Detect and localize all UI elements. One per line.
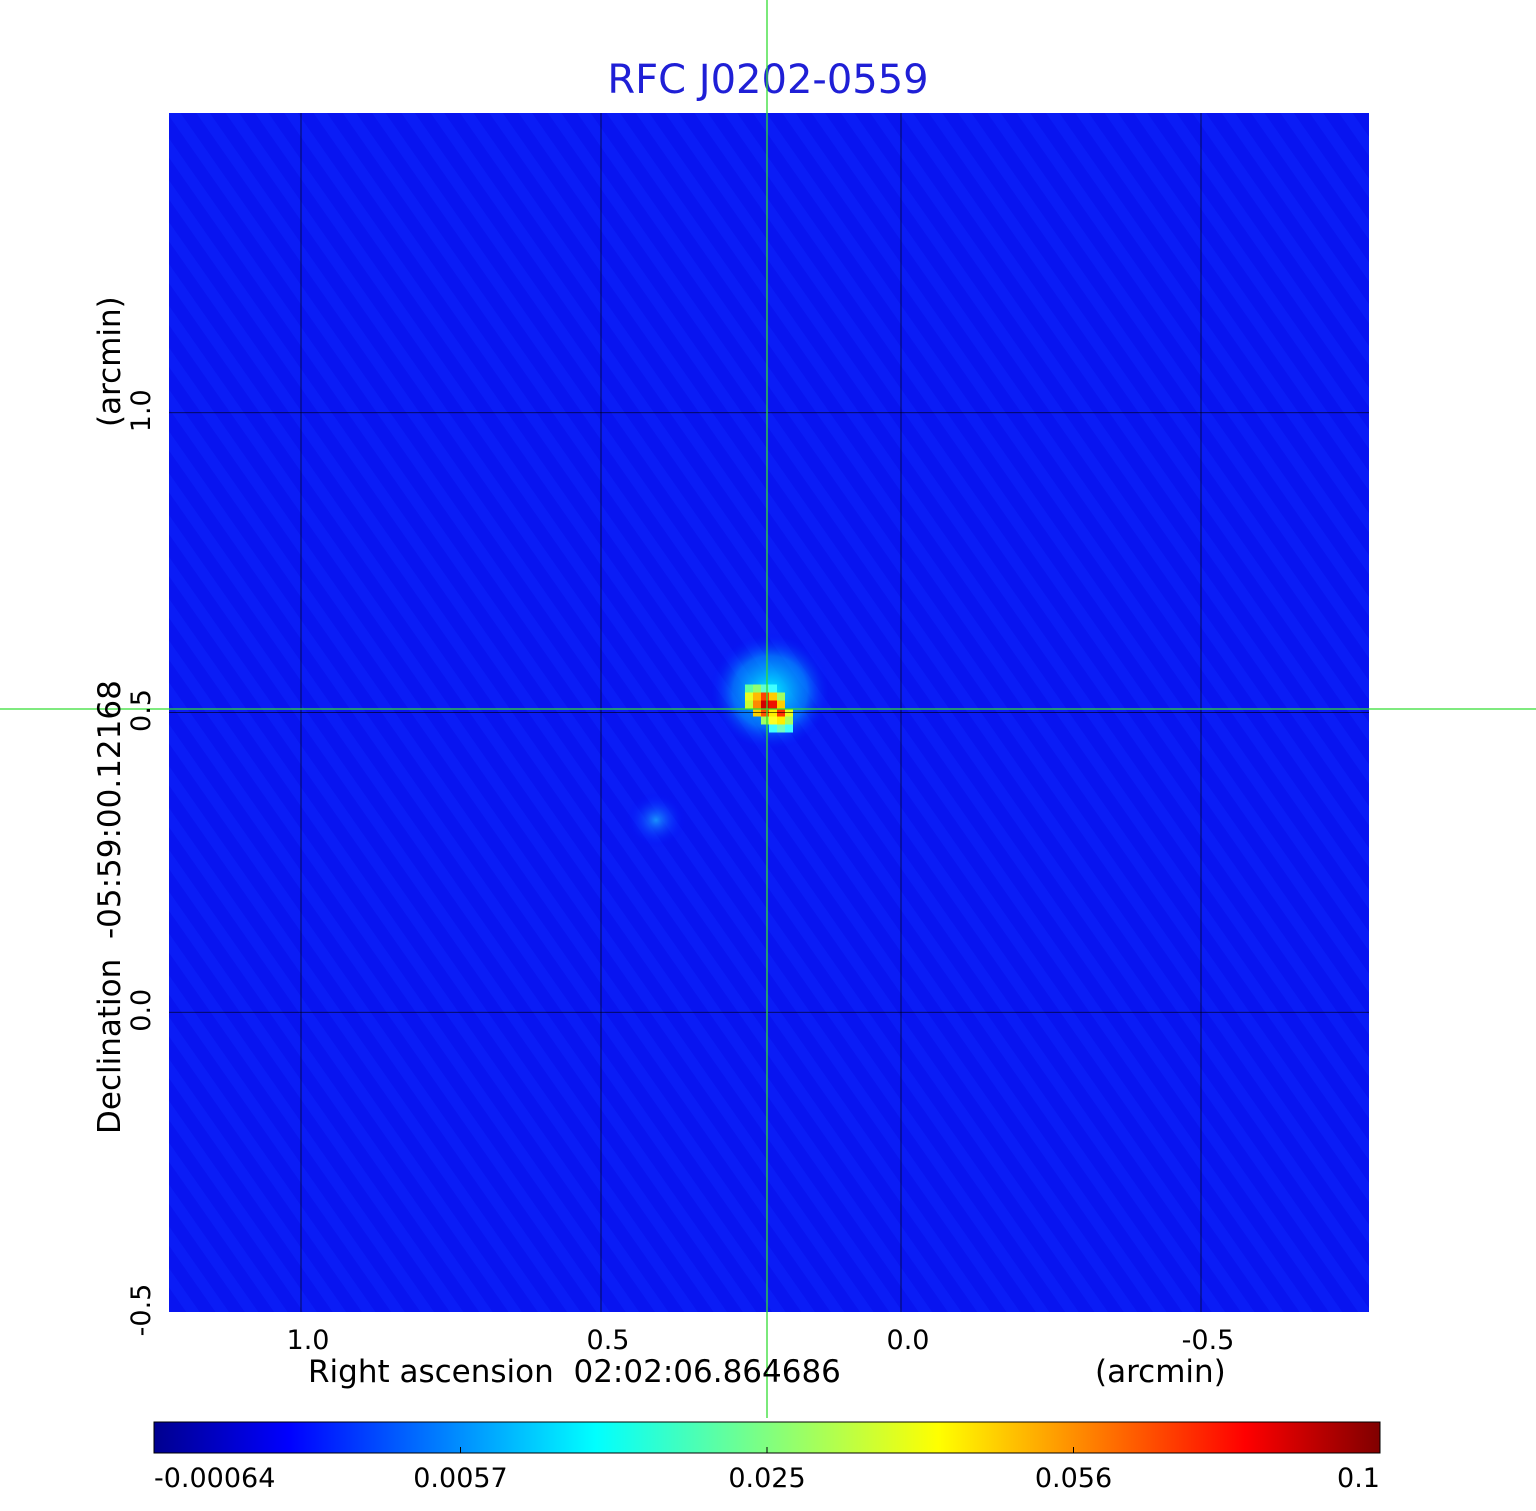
x-tick-label-3: -0.5 [1182,1325,1235,1356]
source-pixel-19 [761,716,769,725]
source-pixel-3 [769,684,777,693]
chart-title: RFC J0202-0559 [607,57,928,103]
y-tick-label-3: -0.5 [126,1284,157,1337]
x-tick-label-1: 0.5 [587,1325,630,1356]
colorbar-tick-label-4: 0.1 [1337,1463,1380,1494]
source-pixel-23 [769,724,777,733]
x-tick-label-0: 1.0 [287,1325,330,1356]
source-pixel-2 [761,684,769,693]
x-axis-unit: (arcmin) [1095,1354,1226,1390]
source-pixel-25 [785,724,793,733]
source-pixel-12 [769,700,777,709]
colorbar-tick-label-3: 0.056 [1035,1463,1112,1494]
y-tick-label-2: 0.0 [126,989,157,1032]
source-pixel-8 [777,692,785,701]
y-tick-label-0: 1.0 [126,389,157,432]
source-pixel-20 [769,716,777,725]
weak-source [626,792,686,848]
source-pixel-21 [777,716,785,725]
x-tick-labels: 1.0 0.5 0.0 -0.5 [287,1325,1235,1356]
grid-lines [169,113,1369,1312]
source-pixel-10 [753,700,761,709]
colorbar-ticks: -0.00064 0.0057 0.025 0.056 0.1 [153,1447,1381,1494]
colorbar-tick-label-0: -0.00064 [154,1463,275,1494]
source-pixel-5 [753,692,761,701]
colorbar-tick-label-1: 0.0057 [413,1463,507,1494]
source-pixel-0 [745,684,753,693]
source-pixel-11 [761,700,769,709]
source-pixel-7 [769,692,777,701]
colorbar-tick-label-2: 0.025 [728,1463,805,1494]
y-axis-label: Declination -05:59:00.12168 [92,680,128,1134]
source-pixel-22 [785,716,793,725]
source-pixel-4 [745,692,753,701]
source-pixel-9 [745,700,753,709]
y-tick-label-1: 0.5 [126,689,157,732]
x-axis-label: Right ascension 02:02:06.864686 [308,1354,841,1390]
source-pixel-13 [777,700,785,709]
y-axis-unit: (arcmin) [92,296,128,427]
source-pixel-1 [753,684,761,693]
y-tick-labels: 1.0 0.5 0.0 -0.5 [126,389,157,1336]
x-tick-label-2: 0.0 [887,1325,930,1356]
source-pixel-6 [761,692,769,701]
source-pixel-24 [777,724,785,733]
